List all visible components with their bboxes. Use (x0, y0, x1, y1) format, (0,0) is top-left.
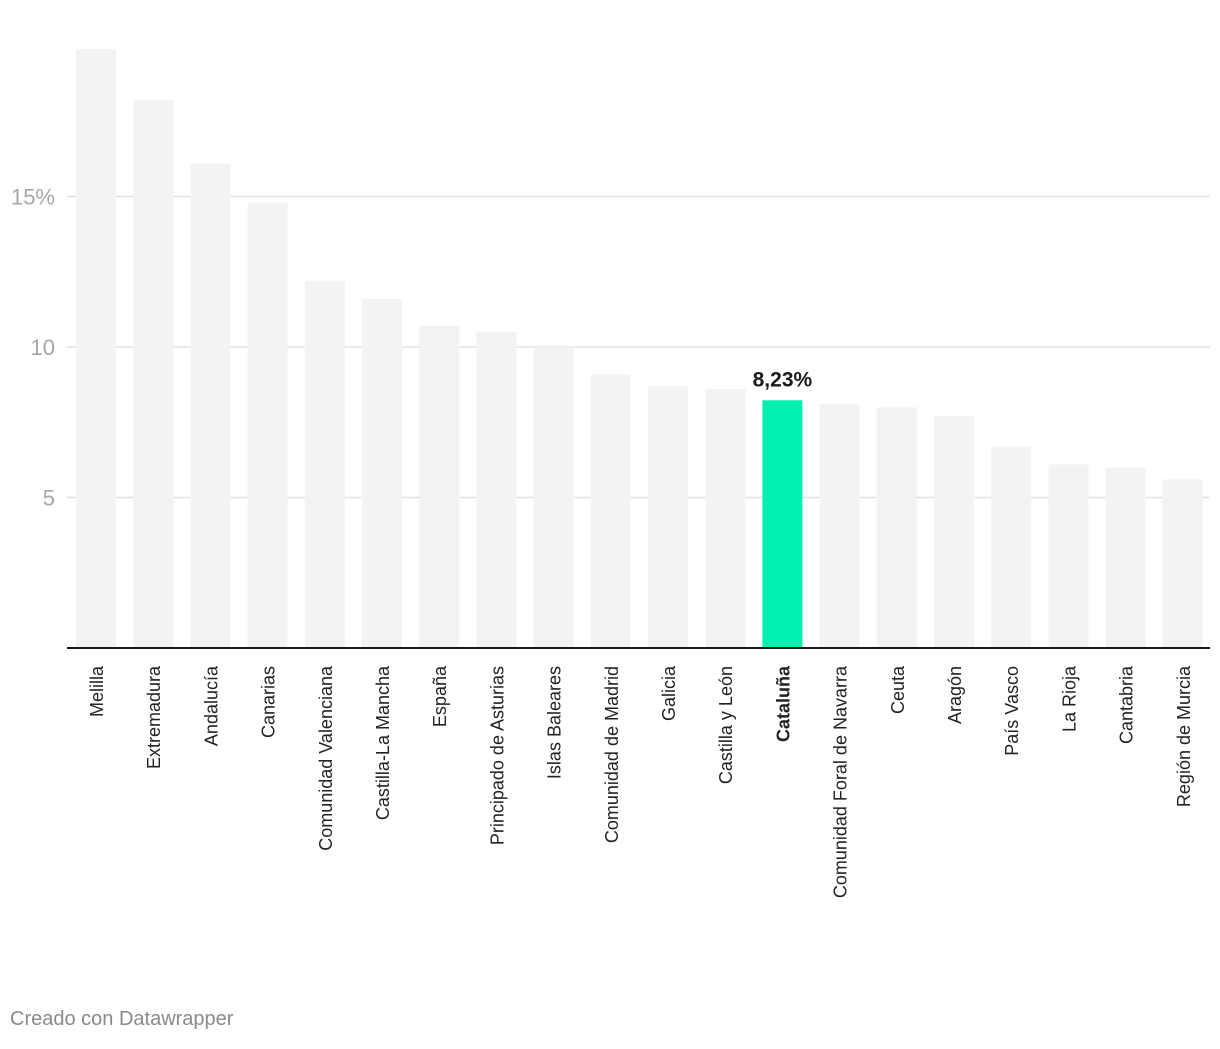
x-tick-label: La Rioja (1059, 665, 1079, 732)
bar (1105, 467, 1146, 648)
bar (133, 100, 174, 649)
x-tick-label: Islas Baleares (545, 666, 565, 779)
x-tick-label: Comunidad de Madrid (602, 666, 622, 843)
x-tick-label: Región de Murcia (1174, 665, 1194, 807)
x-tick-label: Comunidad Foral de Navarra (831, 665, 851, 898)
bar (819, 404, 860, 648)
x-tick-label: España (430, 665, 450, 727)
bar-layer: 8,23% (76, 49, 1203, 649)
x-tick-label: Castilla-La Mancha (373, 665, 393, 820)
bar (247, 202, 288, 648)
x-tick-label: Cataluña (773, 665, 793, 742)
x-tick-label: Aragón (945, 666, 965, 724)
bar (876, 407, 917, 648)
x-tick-label: Cantabria (1117, 665, 1137, 744)
bar (705, 389, 746, 648)
bar (476, 331, 517, 648)
bar (1162, 479, 1203, 648)
bar-value-label: 8,23% (753, 368, 813, 391)
bar (533, 347, 574, 648)
y-tick-label: 10 (31, 335, 55, 360)
bar (76, 49, 116, 648)
bar (991, 446, 1032, 648)
y-tick-label: 15% (11, 185, 55, 210)
y-tick-label: 5 (43, 486, 55, 511)
x-tick-label: Comunidad Valenciana (316, 665, 336, 851)
bar (362, 298, 402, 648)
bar (648, 386, 688, 648)
x-tick-label: Galicia (659, 665, 679, 721)
bar (1048, 464, 1089, 648)
bar (934, 416, 974, 648)
bar-highlighted (762, 400, 803, 648)
bar (190, 163, 231, 648)
x-tick-label: Ceuta (888, 665, 908, 714)
x-tick-label: Canarias (259, 666, 279, 738)
x-tick-label: Extremadura (144, 665, 164, 769)
x-tick-label: Castilla y León (716, 666, 736, 784)
credit-text: Creado con Datawrapper (10, 1008, 234, 1030)
x-tick-label: Principado de Asturias (487, 666, 507, 845)
category-label-layer: Melilla Extremadura Andalucía Canarias Comun… (87, 665, 1194, 898)
bar (419, 325, 460, 648)
x-tick-label: Andalucía (201, 665, 221, 746)
x-tick-label: Melilla (87, 665, 107, 717)
bar (590, 374, 631, 648)
x-tick-label: País Vasco (1002, 666, 1022, 756)
bar (304, 280, 345, 648)
